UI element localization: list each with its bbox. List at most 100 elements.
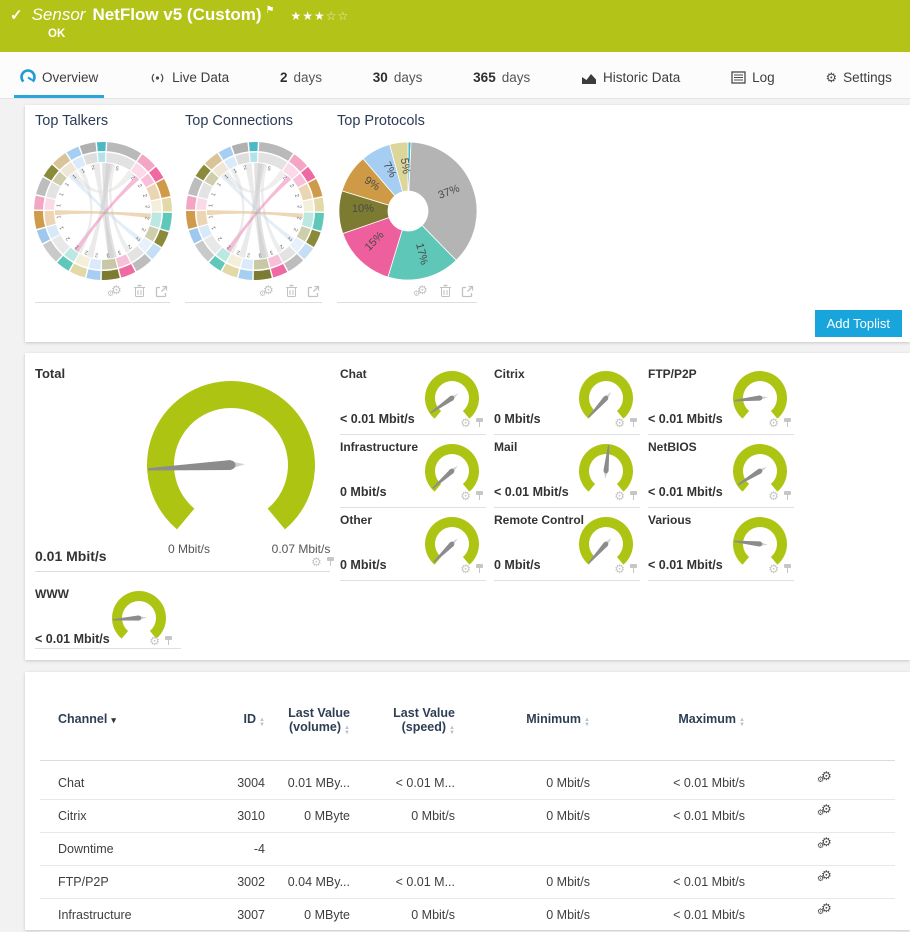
priority-stars[interactable]: ★★★☆☆ — [290, 9, 349, 23]
sort-icon[interactable]: ▲ ▼ — [449, 725, 455, 736]
channel-settings-icon[interactable] — [817, 835, 834, 850]
channel-label: Citrix — [494, 367, 525, 381]
column-header-minimum[interactable]: Minimum ▲ ▼ — [526, 712, 590, 728]
pin-icon[interactable] — [164, 636, 173, 646]
svg-text:2: 2 — [217, 235, 224, 241]
tab-label: Overview — [42, 69, 99, 85]
channel-settings-icon[interactable] — [817, 769, 834, 784]
channel-value: 0 Mbit/s — [494, 558, 541, 572]
svg-text:2: 2 — [288, 183, 295, 189]
open-external-icon[interactable] — [307, 285, 320, 298]
pin-icon[interactable] — [783, 418, 792, 428]
column-header-id[interactable]: ID ▲ ▼ — [243, 712, 265, 728]
divider — [648, 580, 794, 581]
pin-icon[interactable] — [783, 491, 792, 501]
pin-icon[interactable] — [475, 418, 484, 428]
svg-text:17%: 17% — [413, 242, 430, 266]
pin-icon[interactable] — [629, 418, 638, 428]
stars-empty[interactable]: ☆☆ — [325, 9, 350, 23]
channel-settings-icon[interactable] — [149, 635, 160, 647]
column-header-last-value-speed[interactable]: Last Value (speed) ▲ ▼ — [393, 706, 455, 736]
svg-text:2: 2 — [136, 183, 143, 189]
top-protocols-pie-chart[interactable]: 37%17%15%10%9%7% 5% — [338, 141, 478, 281]
delete-icon[interactable] — [439, 284, 452, 298]
add-toplist-button[interactable]: Add Toplist — [814, 310, 902, 337]
tab-overview[interactable]: Overview — [14, 69, 105, 98]
channel-value: < 0.01 Mbit/s — [340, 412, 415, 426]
channel-settings-icon[interactable] — [460, 417, 471, 429]
divider — [340, 580, 486, 581]
divider — [340, 434, 486, 435]
channel-settings-icon[interactable] — [614, 563, 625, 575]
channel-settings-icon[interactable] — [614, 490, 625, 502]
divider — [40, 898, 895, 899]
channel-settings-icon[interactable] — [460, 563, 471, 575]
gauge-cell-chat: Chat < 0.01 Mbit/s — [340, 365, 486, 435]
tab-365-days[interactable]: 365 days — [467, 70, 536, 98]
channel-settings-icon[interactable] — [768, 563, 779, 575]
channel-settings-icon[interactable] — [311, 556, 322, 568]
tab-log[interactable]: Log — [725, 70, 781, 98]
sort-icon[interactable]: ▲ ▼ — [584, 717, 590, 728]
svg-text:3: 3 — [258, 252, 262, 258]
tab-30-days[interactable]: 30 days — [367, 70, 429, 98]
svg-text:2: 2 — [292, 227, 299, 232]
tab-historic-data[interactable]: Historic Data — [575, 70, 686, 98]
maximum-value: < 0.01 Mbit/s — [673, 908, 745, 922]
channel-settings-icon[interactable] — [817, 901, 834, 916]
stars-filled[interactable]: ★★★ — [290, 9, 326, 23]
pin-icon[interactable] — [783, 564, 792, 574]
svg-text:2: 2 — [65, 235, 72, 241]
pin-icon[interactable] — [475, 564, 484, 574]
minimum-value: 0 Mbit/s — [546, 908, 590, 922]
tab-settings[interactable]: ⚙ Settings — [819, 70, 897, 98]
divider — [40, 832, 895, 833]
pin-icon[interactable] — [326, 557, 335, 567]
tab-live-data[interactable]: Live Data — [143, 70, 235, 98]
channel-settings-icon[interactable] — [614, 417, 625, 429]
gauge-min-label: 0 Mbit/s — [167, 542, 210, 556]
toplist-actions — [259, 283, 320, 298]
column-header-last-value-volume[interactable]: Last Value (volume) ▲ ▼ — [288, 706, 350, 736]
flag-icon[interactable]: ⚑ — [265, 5, 275, 16]
last-value-volume: 0.04 MBy... — [287, 875, 350, 889]
channel-settings-icon[interactable] — [768, 490, 779, 502]
channel-label: Other — [340, 513, 373, 527]
svg-text:2: 2 — [226, 243, 232, 250]
svg-text:1: 1 — [59, 192, 66, 197]
column-header-channel[interactable]: Channel ▾ — [58, 712, 116, 726]
channel-gauge — [733, 444, 787, 492]
table-row: Chat 3004 0.01 MBy... < 0.01 M... 0 Mbit… — [25, 767, 910, 800]
tab-label: Log — [752, 70, 775, 85]
pin-icon[interactable] — [475, 491, 484, 501]
channel-settings-icon[interactable] — [460, 490, 471, 502]
channel-label: Mail — [494, 440, 518, 454]
svg-text:1: 1 — [233, 168, 238, 175]
sort-icon[interactable]: ▲ ▼ — [344, 725, 350, 736]
column-header-maximum[interactable]: Maximum ▲ ▼ — [678, 712, 745, 728]
channel-label: NetBIOS — [648, 440, 697, 454]
svg-text:2: 2 — [247, 251, 251, 257]
channel-value: 0 Mbit/s — [494, 412, 541, 426]
pin-icon[interactable] — [629, 564, 638, 574]
open-external-icon[interactable] — [155, 285, 168, 298]
toplist-settings-icon[interactable] — [107, 283, 124, 298]
divider — [648, 507, 794, 508]
channel-settings-icon[interactable] — [817, 868, 834, 883]
delete-icon[interactable] — [133, 284, 146, 298]
toplist-settings-icon[interactable] — [413, 283, 430, 298]
channel-settings-icon[interactable] — [768, 417, 779, 429]
open-external-icon[interactable] — [461, 285, 474, 298]
delete-icon[interactable] — [285, 284, 298, 298]
channel-settings-icon[interactable] — [817, 802, 834, 817]
toplist-settings-icon[interactable] — [259, 283, 276, 298]
sort-icon[interactable]: ▲ ▼ — [259, 717, 265, 728]
toplists-panel: Top Talkers Top Connections Top Protocol… — [25, 105, 910, 342]
tab-2-days[interactable]: 2 days — [274, 70, 328, 98]
pin-icon[interactable] — [629, 491, 638, 501]
chevron-down-icon: ▾ — [111, 715, 116, 725]
divider — [340, 507, 486, 508]
sort-icon[interactable]: ▲ ▼ — [739, 717, 745, 728]
